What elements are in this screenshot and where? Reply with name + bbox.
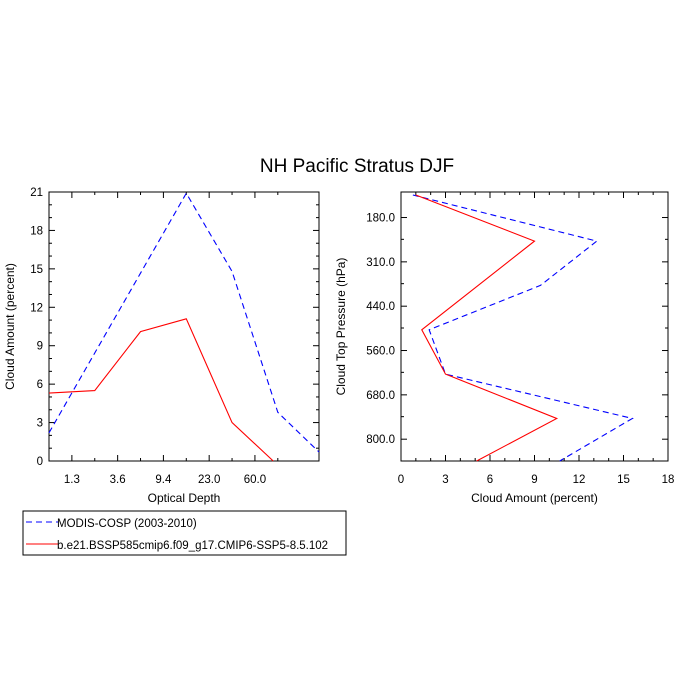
cloud-top-pressure-panel: 0 3 6 9 12 15 18 180.0 310.0 440.0 560.0 680.0 800.0… xyxy=(334,191,675,505)
y-tick-label: 0 xyxy=(37,456,43,468)
x-tick-label: 0 xyxy=(398,474,404,486)
series-line-model xyxy=(415,194,559,462)
x-axis-label: Optical Depth xyxy=(148,491,221,505)
y-tick-label: 12 xyxy=(30,302,43,314)
y-tick-label: 800.0 xyxy=(366,434,395,446)
series-line-obs xyxy=(412,194,634,462)
y-tick-label: 560.0 xyxy=(366,346,395,358)
x-tick-label: 9 xyxy=(531,474,537,486)
legend-label-obs: MODIS-COSP (2003-2010) xyxy=(57,518,197,530)
y-tick-label: 6 xyxy=(37,379,43,391)
optical-depth-panel: 0 3 6 9 12 15 18 21 1.3 3.6 9.4 23.0 60.0 Optical Dep… xyxy=(3,187,320,505)
legend-box xyxy=(22,510,347,556)
x-tick-label: 23.0 xyxy=(198,474,220,486)
y-tick-label: 21 xyxy=(30,187,43,199)
legend-label-model: b.e21.BSSP585cmip6.f09_g17.CMIP6-SSP5-8.… xyxy=(57,540,328,552)
x-tick-label: 9.4 xyxy=(155,474,172,486)
x-tick-label: 15 xyxy=(617,474,630,486)
y-axis-label: Cloud Top Pressure (hPa) xyxy=(334,258,348,396)
x-axis-label: Cloud Amount (percent) xyxy=(471,491,598,505)
x-tick-label: 3 xyxy=(442,474,448,486)
x-tick-label: 60.0 xyxy=(244,474,266,486)
y-tick-label: 310.0 xyxy=(366,257,395,269)
y-tick-label: 680.0 xyxy=(366,390,395,402)
y-axis-label: Cloud Amount (percent) xyxy=(3,263,17,390)
chart-title: NH Pacific Stratus DJF xyxy=(260,156,454,177)
y-tick-label: 15 xyxy=(30,264,43,276)
x-tick-label: 3.6 xyxy=(110,474,126,486)
x-tick-label: 18 xyxy=(662,474,675,486)
y-tick-label: 180.0 xyxy=(366,213,395,225)
series-line-model xyxy=(48,318,274,462)
y-tick-label: 3 xyxy=(37,418,43,430)
y-tick-label: 18 xyxy=(30,225,43,237)
y-tick-label: 9 xyxy=(37,341,43,353)
x-tick-label: 12 xyxy=(573,474,586,486)
x-tick-label: 1.3 xyxy=(64,474,80,486)
plot-frame xyxy=(48,191,320,462)
series-line-obs xyxy=(48,192,320,453)
y-tick-label: 440.0 xyxy=(366,301,395,313)
x-tick-label: 6 xyxy=(487,474,493,486)
legend: MODIS-COSP (2003-2010) b.e21.BSSP585cmip… xyxy=(22,510,347,556)
